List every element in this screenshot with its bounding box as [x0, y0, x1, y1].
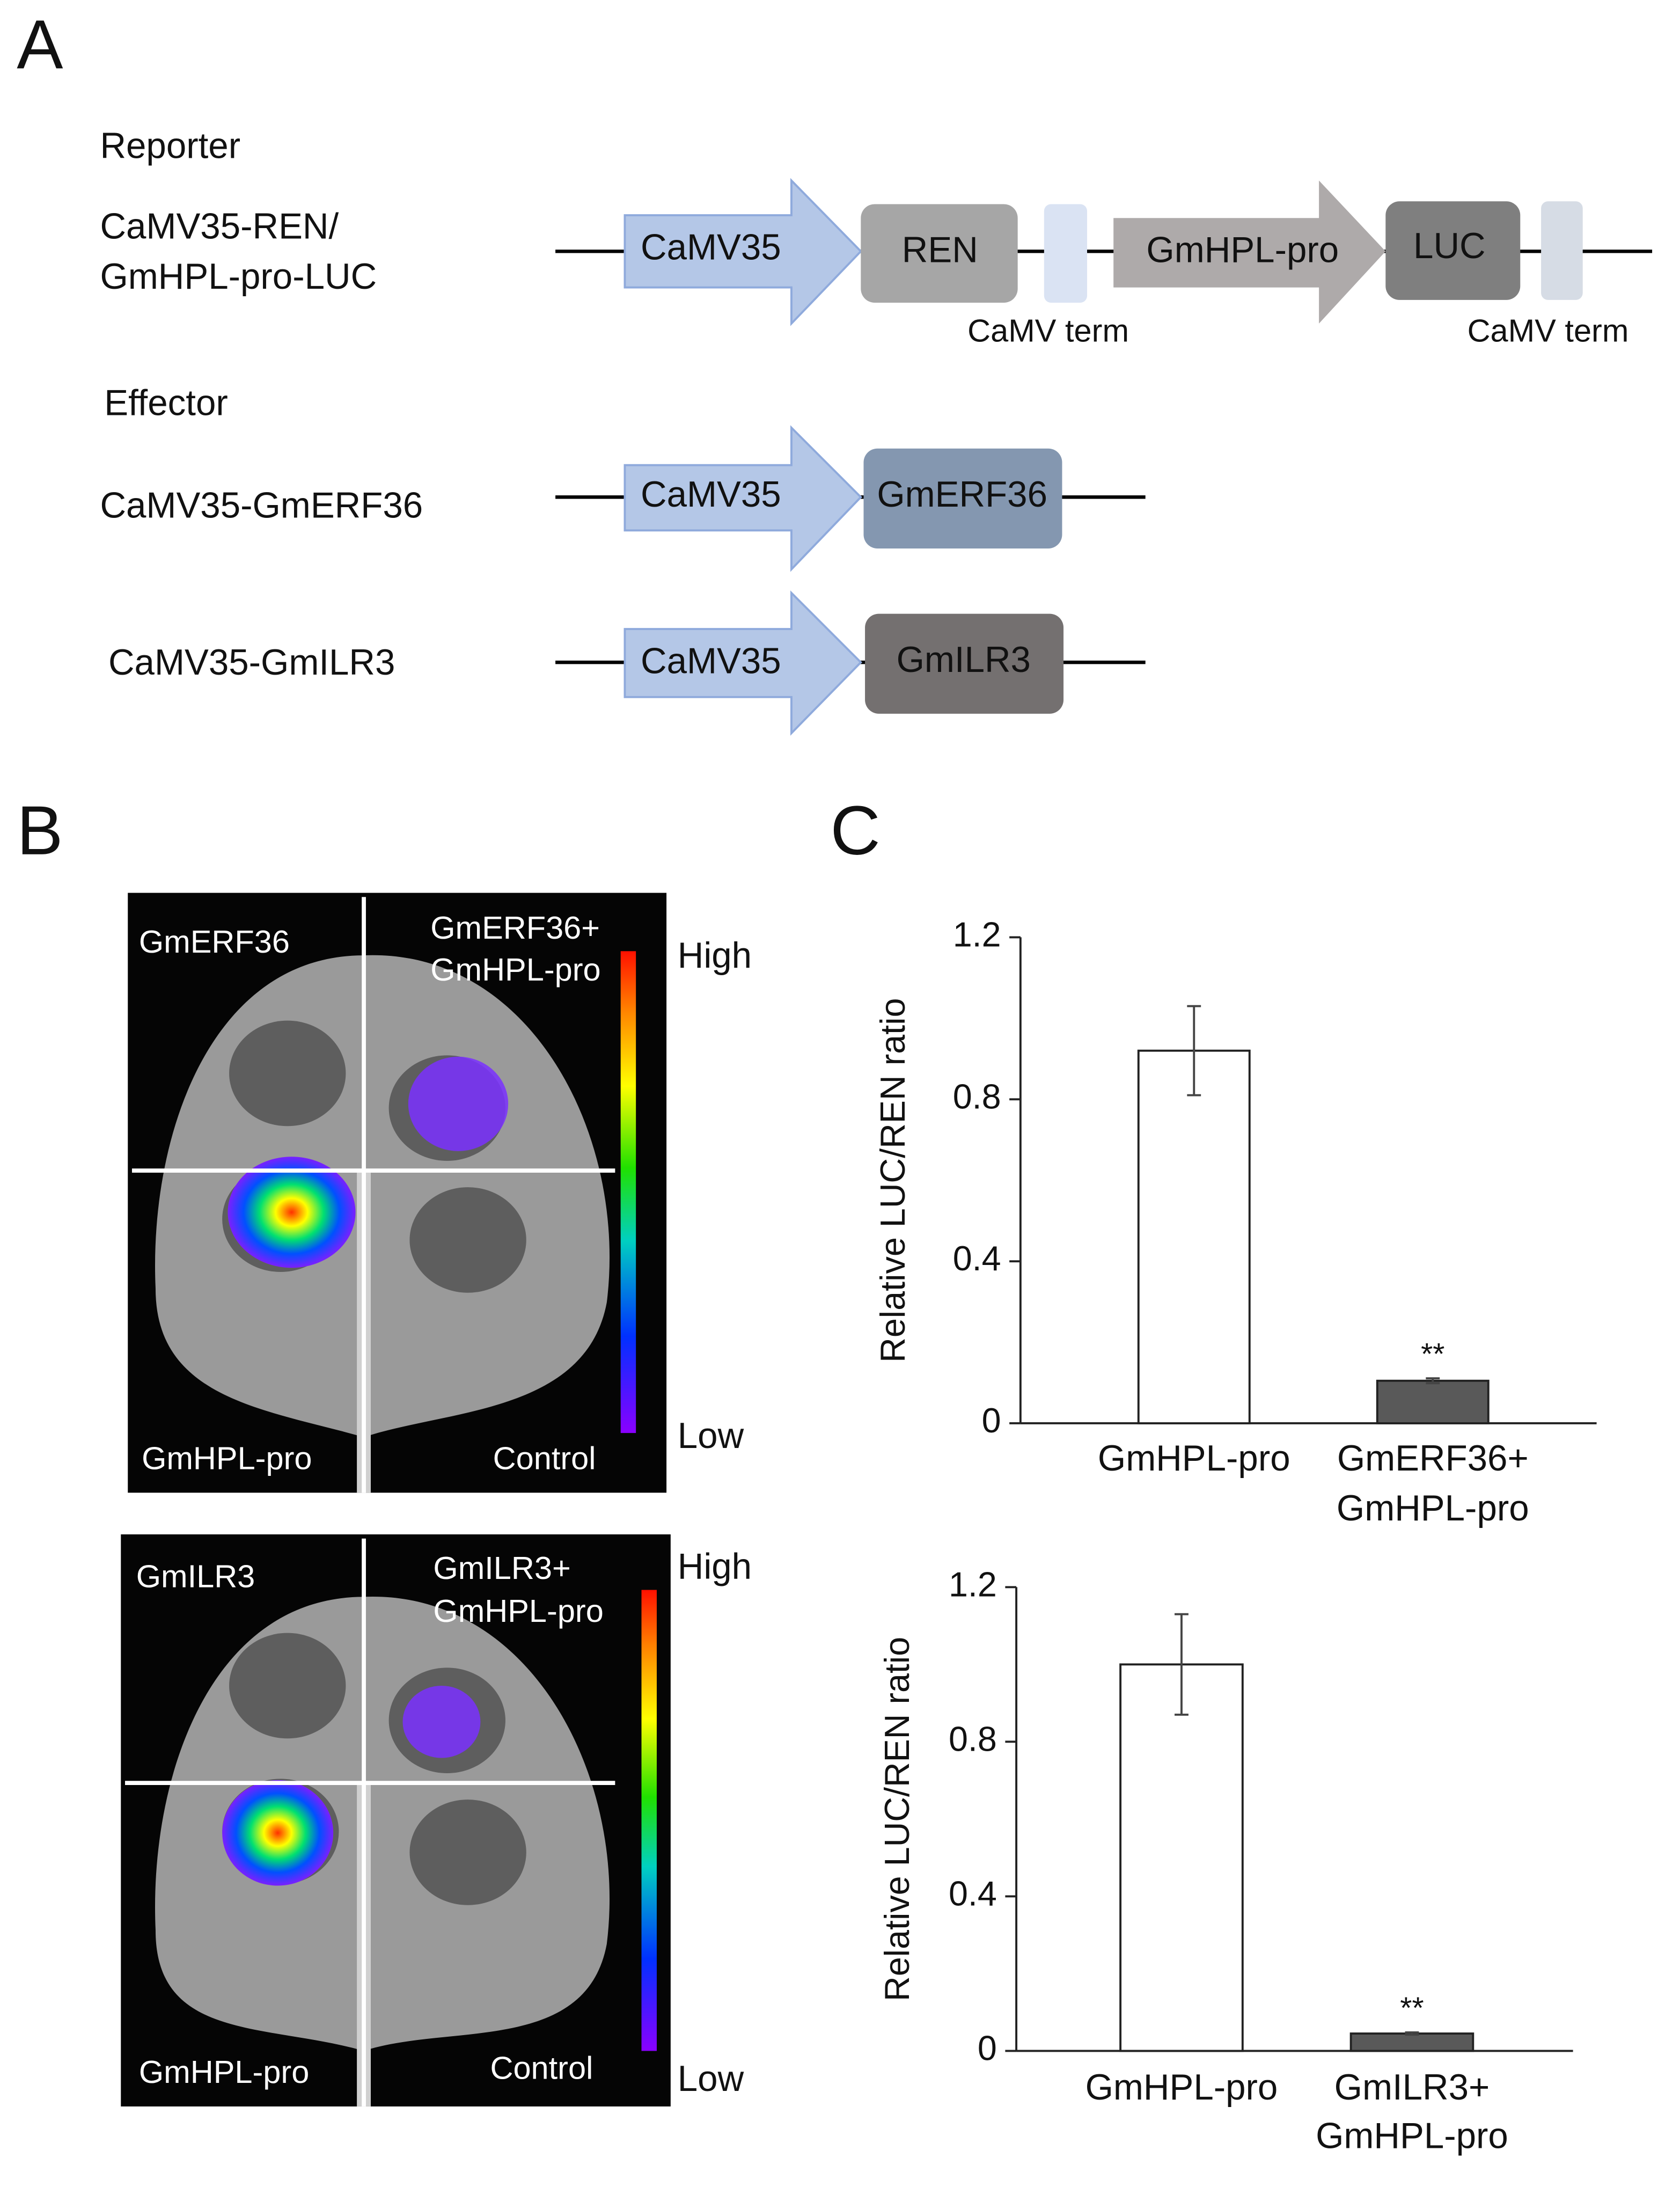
image-label: GmHPL-pro: [430, 952, 600, 988]
image-label: GmILR3: [136, 1558, 255, 1594]
construct-name: CaMV35-GmERF36: [100, 486, 423, 526]
scale-label: Low: [678, 2059, 744, 2099]
luminescence: [402, 1685, 481, 1758]
significance: **: [1421, 1337, 1444, 1371]
image-label: Control: [490, 2050, 593, 2086]
promoter-arrow: [623, 178, 863, 326]
construct-name: GmHPL-pro-LUC: [100, 257, 377, 297]
terminator-box: [1541, 201, 1583, 300]
y-tick-label: 1.2: [949, 1564, 997, 1604]
infiltration-spot: [409, 1800, 526, 1905]
color-scale: [620, 951, 636, 1433]
promoter-arrow: [623, 590, 863, 736]
promoter-label: CaMV35: [641, 641, 781, 681]
y-tick-label: 0: [982, 1401, 1001, 1440]
promoter-arrow: [1113, 180, 1386, 324]
y-tick-label: 0.4: [949, 1874, 997, 1913]
y-tick-label: 0.4: [953, 1239, 1001, 1278]
terminator-label: CaMV term: [967, 313, 1129, 349]
y-tick-label: 1.2: [953, 915, 1001, 954]
image-label: GmERF36+: [430, 910, 600, 946]
terminator-label: CaMV term: [1468, 313, 1629, 349]
x-tick-label: GmERF36+ GmHPL-pro: [1337, 1438, 1529, 1528]
terminator-box: [1044, 204, 1088, 303]
error-bar: [1175, 1613, 1189, 1716]
gene-box: [1385, 201, 1521, 300]
gene-label: LUC: [1413, 226, 1486, 266]
gene-box: [865, 613, 1064, 714]
y-tick-label: 0.8: [953, 1077, 1001, 1116]
gene-label: GmERF36: [877, 474, 1047, 515]
promoter-label: GmHPL-pro: [1146, 230, 1339, 270]
gene-box: [863, 448, 1062, 548]
gene-box: [861, 204, 1018, 303]
error-bar: [1426, 1377, 1440, 1385]
infiltration-spot: [229, 1020, 346, 1127]
heading: Reporter: [100, 126, 240, 166]
gene-label: REN: [902, 230, 978, 270]
y-axis-label: Relative LUC/REN ratio: [873, 998, 912, 1363]
heading: Effector: [104, 383, 228, 423]
construct-name: CaMV35-REN/: [100, 207, 339, 247]
bar: [1376, 1379, 1490, 1424]
x-tick-label: GmHPL-pro: [1085, 2067, 1278, 2108]
image-label: GmHPL-pro: [142, 1440, 312, 1476]
construct-name: CaMV35-GmILR3: [108, 642, 395, 683]
bar: [1119, 1663, 1244, 2052]
y-axis-label: Relative LUC/REN ratio: [877, 1637, 916, 2001]
color-scale: [641, 1590, 657, 2051]
y-tick-label: 0: [978, 2029, 997, 2068]
panel-label: A: [17, 6, 63, 83]
error-bar: [1187, 1005, 1201, 1096]
x-tick-label: GmHPL-pro: [1098, 1438, 1290, 1479]
infiltration-spot: [409, 1187, 526, 1293]
promoter-label: CaMV35: [641, 227, 781, 267]
scale-label: Low: [678, 1416, 744, 1456]
image-label: Control: [493, 1440, 596, 1476]
significance: **: [1400, 1991, 1424, 2025]
image-label: GmILR3+: [433, 1550, 570, 1586]
luminescence: [228, 1157, 356, 1268]
infiltration-spot: [229, 1633, 346, 1739]
scale-label: High: [678, 1546, 752, 1586]
promoter-arrow: [623, 425, 863, 572]
y-tick-label: 0.8: [949, 1719, 997, 1758]
image-label: GmERF36: [139, 924, 290, 960]
panel-label: B: [17, 792, 63, 869]
image-label: GmHPL-pro: [433, 1593, 603, 1629]
bar: [1137, 1049, 1251, 1424]
error-bar: [1405, 2031, 1419, 2036]
x-tick-label: GmILR3+ GmHPL-pro: [1316, 2067, 1508, 2156]
luminescence: [408, 1056, 509, 1151]
bar: [1349, 2032, 1474, 2052]
panel-label: C: [830, 792, 880, 869]
luminescence: [222, 1780, 334, 1886]
promoter-label: CaMV35: [641, 474, 781, 515]
gene-label: GmILR3: [897, 640, 1031, 680]
image-label: GmHPL-pro: [139, 2054, 309, 2090]
scale-label: High: [678, 935, 752, 976]
